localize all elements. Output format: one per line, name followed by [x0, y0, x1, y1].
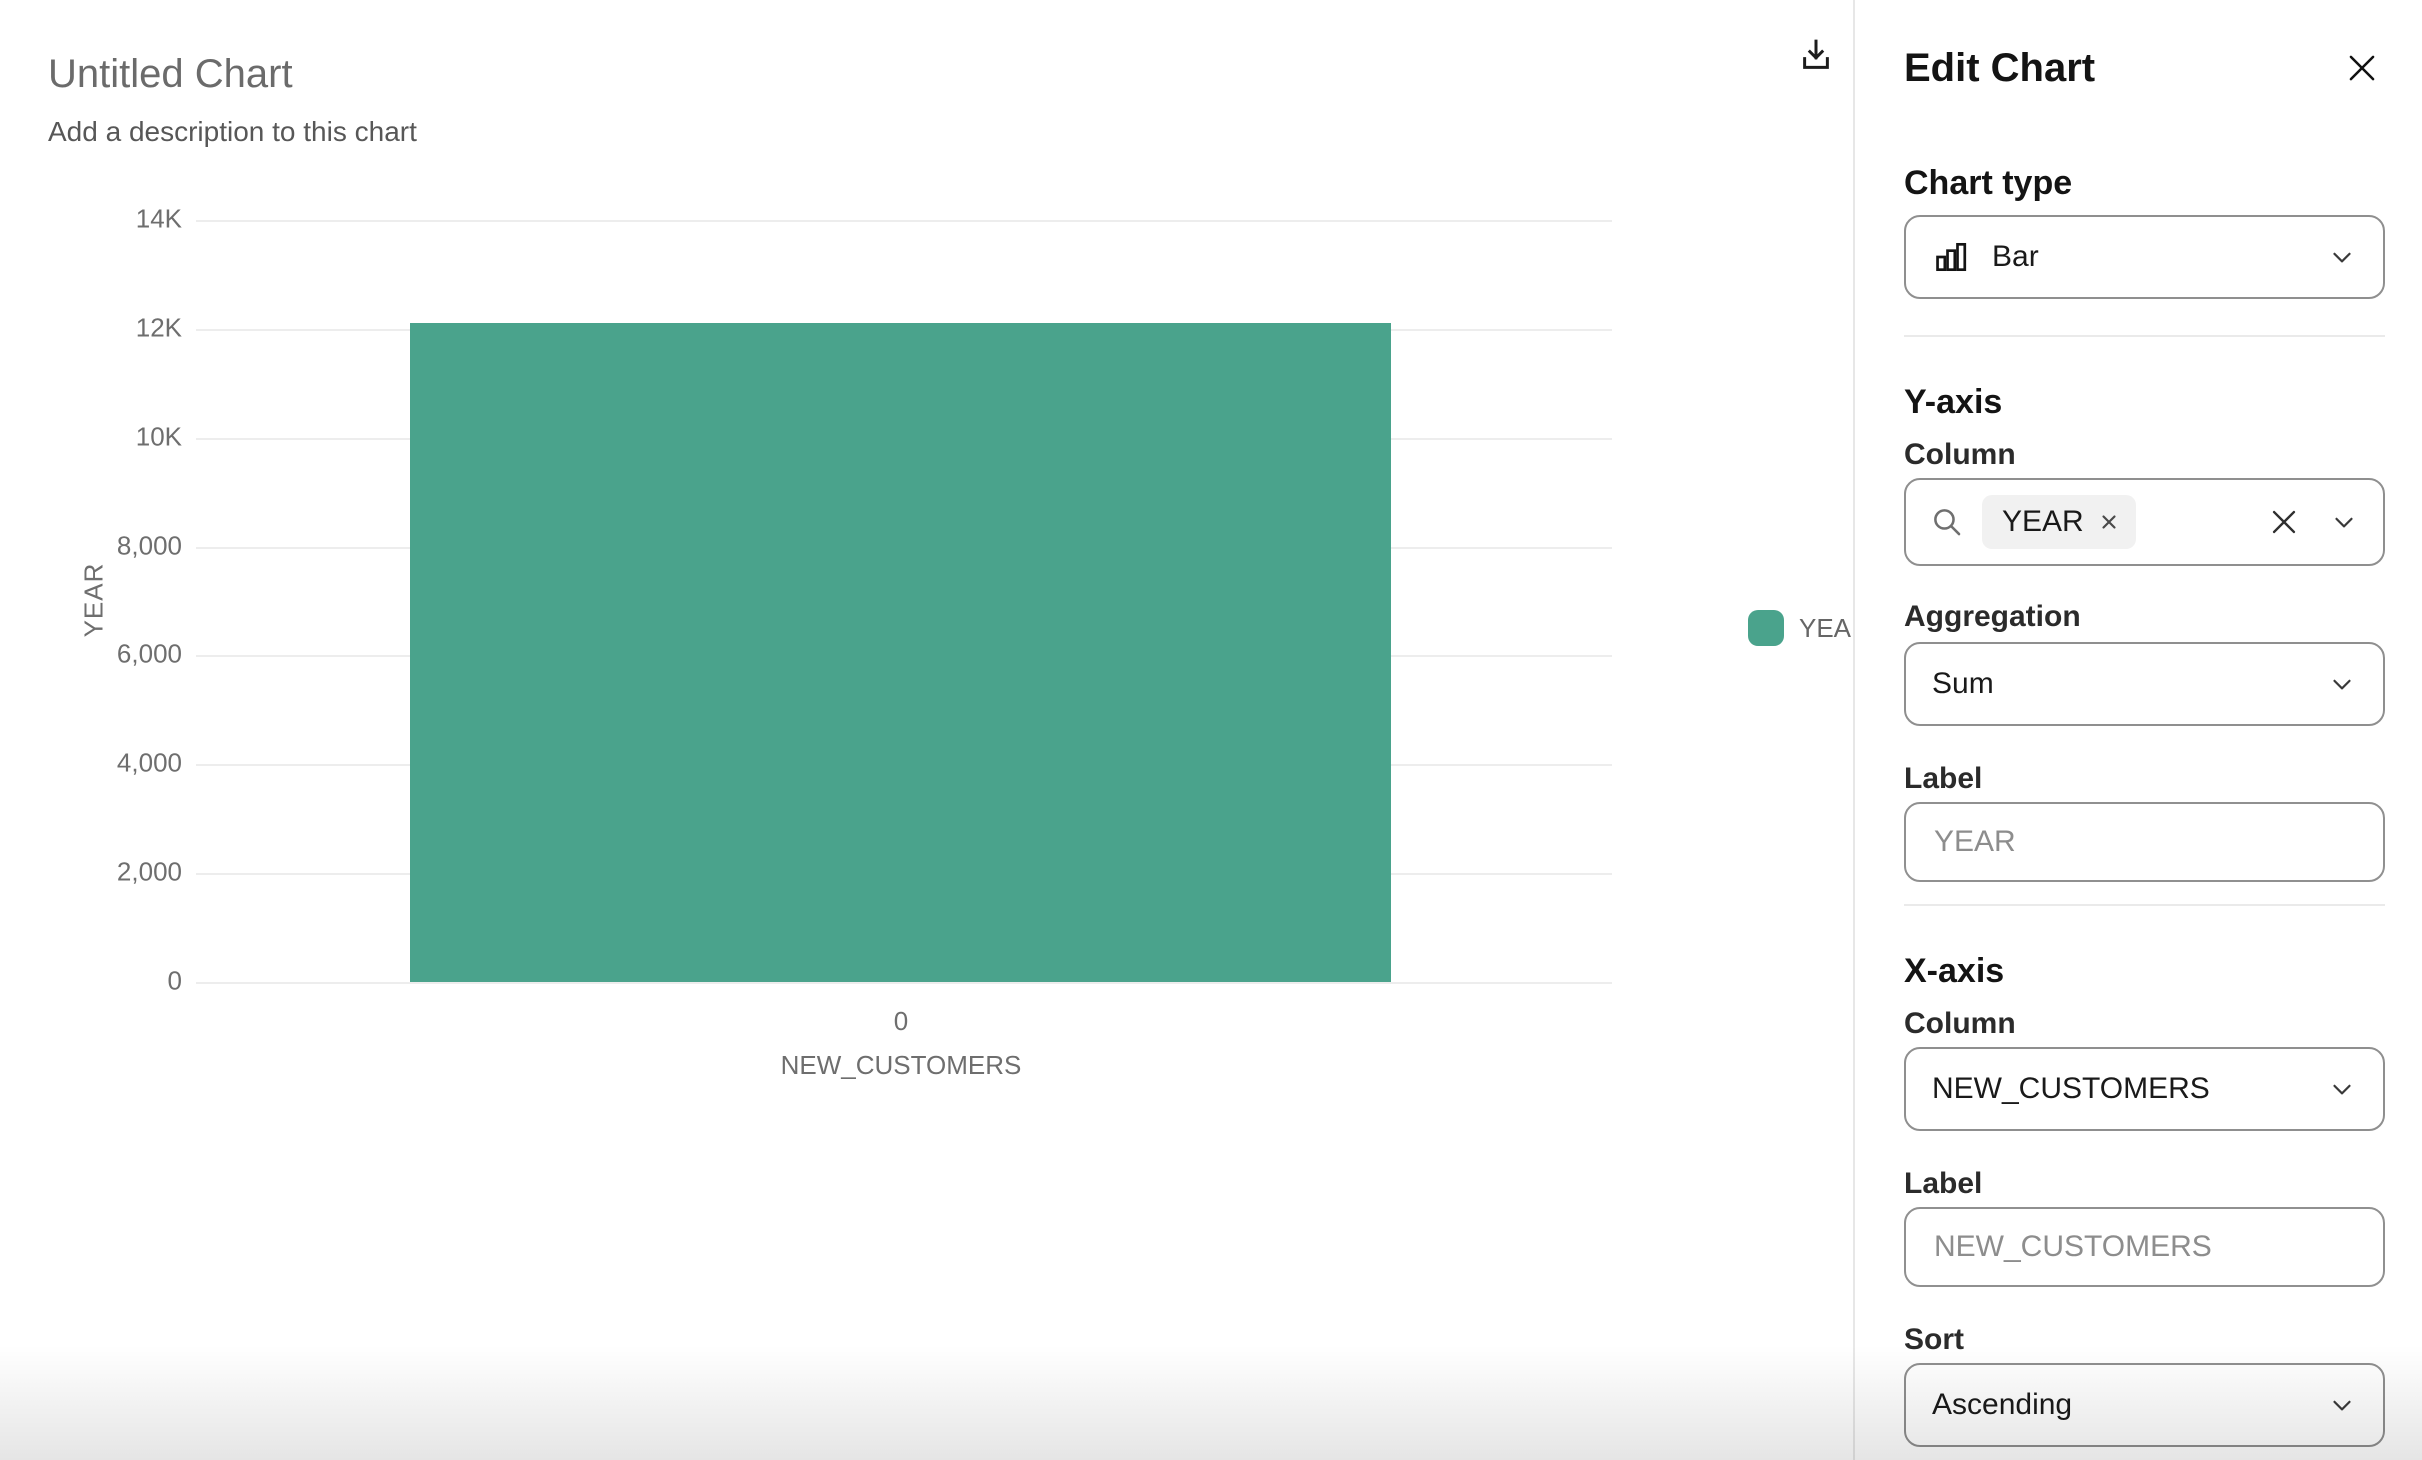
x-tick-label: 0: [893, 1006, 909, 1036]
panel-title: Edit Chart: [1904, 45, 2096, 90]
chevron-down-icon: [2327, 669, 2357, 699]
x-axis-title: NEW_CUSTOMERS: [780, 1050, 1022, 1080]
x-axis-column-select[interactable]: NEW_CUSTOMERS: [1904, 1047, 2385, 1131]
x-axis-label-input[interactable]: [1904, 1207, 2385, 1287]
legend-item-year[interactable]: YEAR: [1748, 610, 1870, 646]
chart-type-select[interactable]: Bar: [1904, 215, 2385, 299]
panel-header: Edit Chart: [1904, 44, 2385, 92]
download-icon: [1795, 35, 1837, 77]
divider: [1904, 335, 2385, 337]
chart-description-placeholder[interactable]: Add a description to this chart: [48, 116, 417, 147]
download-chart-button[interactable]: [1790, 30, 1842, 82]
chevron-down-icon: [2327, 1390, 2357, 1420]
y-axis-heading: Y-axis: [1904, 383, 2003, 421]
sort-select[interactable]: Ascending: [1904, 1363, 2385, 1447]
x-axis-heading: X-axis: [1904, 952, 2005, 990]
chart-title: Untitled Chart: [48, 52, 293, 96]
chevron-down-icon: [2329, 507, 2359, 537]
chip-label: YEAR: [2002, 505, 2084, 538]
y-axis-title: YEAR: [78, 562, 109, 638]
y-tick-label: 0: [167, 965, 182, 996]
close-panel-button[interactable]: [2339, 45, 2385, 91]
y-tick-label: 8,000: [116, 530, 182, 561]
x-axis-label-label: Label: [1904, 1167, 1983, 1200]
sort-value: Ascending: [1932, 1388, 2073, 1421]
y-axis-column-label: Column: [1904, 438, 2016, 471]
clear-selection-icon[interactable]: [2267, 505, 2301, 539]
y-tick-label: 14K: [135, 203, 182, 234]
legend-swatch: [1748, 610, 1784, 646]
y-tick-label: 2,000: [116, 856, 182, 887]
close-icon: [2343, 49, 2381, 87]
chart-pane: Untitled Chart Add a description to this…: [48, 30, 1870, 1080]
chart-type-heading: Chart type: [1904, 164, 2073, 202]
sort-label: Sort: [1904, 1323, 1964, 1356]
y-axis-label-input[interactable]: [1904, 802, 2385, 882]
x-axis-column-value: NEW_CUSTOMERS: [1932, 1072, 2210, 1105]
x-axis-column-label: Column: [1904, 1007, 2016, 1040]
y-tick-label: 4,000: [116, 747, 182, 778]
aggregation-value: Sum: [1932, 667, 1994, 700]
y-tick-label: 10K: [135, 421, 182, 452]
selected-column-chip-year[interactable]: YEAR: [1982, 495, 2136, 549]
y-tick-label: 6,000: [116, 638, 182, 669]
chevron-down-icon: [2327, 1074, 2357, 1104]
search-icon: [1930, 505, 1964, 539]
divider: [1904, 904, 2385, 906]
edit-chart-panel: Edit Chart Chart type Ba: [1853, 0, 2422, 1460]
y-axis-label-label: Label: [1904, 762, 1983, 795]
aggregation-label: Aggregation: [1904, 600, 2081, 633]
bar: [410, 323, 1391, 982]
chevron-down-icon: [2327, 242, 2357, 272]
bar-chart-icon: [1932, 238, 1970, 276]
chart-type-value: Bar: [1992, 240, 2039, 273]
y-tick-label: 12K: [135, 312, 182, 343]
y-axis-column-multiselect[interactable]: YEAR: [1904, 478, 2385, 566]
gridline: [196, 982, 1612, 984]
gridline: [196, 220, 1612, 222]
chip-remove-icon[interactable]: [2098, 511, 2120, 533]
aggregation-select[interactable]: Sum: [1904, 642, 2385, 726]
